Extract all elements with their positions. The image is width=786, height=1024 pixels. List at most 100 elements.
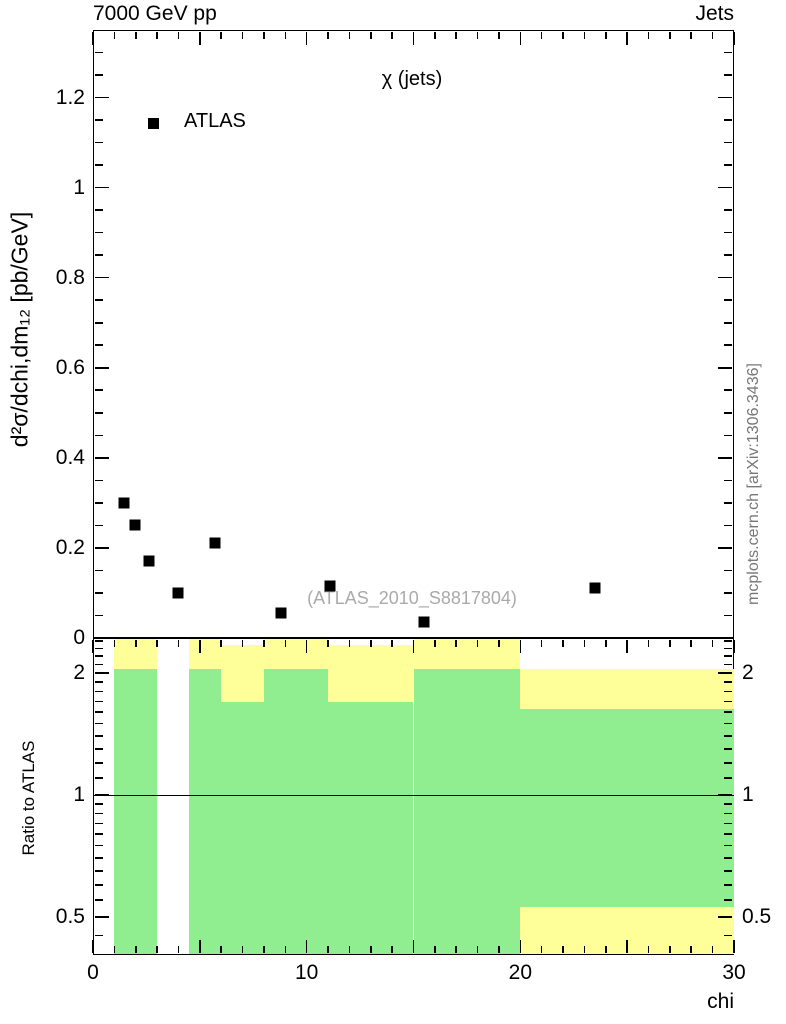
y-minor-tick (724, 209, 733, 211)
main-plot-area (93, 30, 734, 638)
x-minor-tick (540, 31, 543, 39)
beam-energy-label: 7000 GeV pp (93, 2, 217, 25)
x-minor-tick (156, 31, 158, 39)
plot-title: χ (jets) (381, 68, 443, 90)
ratio-y-tick-label-right: 1 (742, 783, 754, 806)
x-minor-tick (134, 31, 137, 39)
ratio-x-minor-tick (455, 639, 458, 647)
main-y-tick-label: 0.4 (55, 445, 85, 469)
y-minor-tick (724, 614, 733, 617)
legend-marker-atlas (148, 118, 159, 129)
main-y-tick-label: 0 (73, 626, 85, 649)
ratio-x-minor-tick (113, 639, 116, 647)
ratio-x-minor-tick (177, 946, 180, 954)
ratio-y-tick-label: 0.5 (55, 905, 85, 928)
y-major-tick (94, 96, 109, 99)
x-major-tick (626, 31, 628, 45)
y-major-tick (94, 457, 109, 459)
ratio-x-minor-tick (220, 946, 222, 954)
y-minor-tick (94, 569, 103, 572)
data-point (118, 497, 130, 509)
y-major-tick (718, 366, 733, 369)
ratio-x-minor-tick (369, 639, 372, 647)
x-minor-tick (498, 31, 500, 39)
ratio-x-major-tick (412, 639, 415, 653)
y-minor-tick (94, 321, 103, 324)
x-minor-tick (113, 31, 116, 39)
ratio-y-major-tick (718, 916, 733, 918)
y-minor-tick (94, 164, 103, 166)
x-major-tick (733, 31, 735, 45)
ratio-x-minor-tick (455, 946, 458, 954)
x-minor-tick (220, 31, 222, 39)
data-point (209, 537, 221, 549)
ratio-y-minor-tick (724, 870, 733, 872)
y-minor-tick (94, 51, 103, 54)
x-minor-tick (605, 31, 607, 39)
x-tick-label: 20 (508, 961, 533, 984)
y-minor-tick (724, 569, 733, 572)
y-major-tick (718, 96, 733, 99)
y-minor-tick (94, 592, 103, 594)
y-minor-tick (94, 502, 103, 504)
ratio-x-minor-tick (690, 946, 693, 954)
ratio-x-major-tick (733, 940, 735, 954)
ratio-x-minor-tick (263, 639, 265, 647)
ratio-y-minor-tick (724, 700, 733, 703)
ratio-y-minor-tick (94, 690, 103, 693)
y-major-tick (718, 276, 733, 279)
ratio-x-minor-tick (647, 639, 650, 647)
y-minor-tick (724, 74, 733, 76)
ratio-x-minor-tick (669, 639, 671, 647)
y-major-tick (94, 276, 109, 279)
ratio-y-minor-tick (724, 711, 733, 714)
ratio-y-minor-tick (94, 748, 103, 750)
ratio-x-minor-tick (327, 639, 329, 647)
main-y-tick-label: 1.2 (55, 85, 85, 109)
ratio-band-inner (189, 668, 222, 954)
data-point (275, 607, 287, 619)
ratio-y-minor-tick (724, 777, 733, 780)
y-minor-tick (724, 51, 733, 54)
x-minor-tick (263, 31, 265, 39)
ratio-y-major-tick (94, 794, 109, 796)
source-reference-label: mcplots.cern.ch [arXiv:1306.3436] (745, 363, 762, 605)
ratio-y-major-tick (94, 672, 109, 674)
ratio-y-minor-tick (94, 844, 103, 847)
ratio-x-major-tick (519, 940, 522, 954)
ratio-y-minor-tick (724, 734, 733, 737)
ratio-x-major-tick (626, 940, 628, 954)
y-minor-tick (724, 164, 733, 166)
ratio-y-tick-label: 2 (73, 661, 85, 684)
x-tick-label: 30 (722, 961, 746, 984)
y-minor-tick (724, 479, 733, 482)
ratio-x-minor-tick (220, 639, 222, 647)
ratio-x-minor-tick (647, 946, 650, 954)
ratio-x-minor-tick (540, 946, 543, 954)
ratio-y-minor-tick (94, 711, 103, 714)
ratio-y-minor-tick (94, 870, 103, 872)
ratio-x-major-tick (92, 639, 94, 653)
main-y-tick-label: 0.2 (55, 535, 85, 559)
ratio-x-minor-tick (476, 639, 479, 647)
y-minor-tick (94, 344, 103, 347)
ratio-x-minor-tick (391, 639, 393, 647)
ratio-y-minor-tick (724, 690, 733, 693)
y-minor-tick (724, 254, 733, 256)
ratio-y-minor-tick (724, 844, 733, 847)
y-major-tick (94, 547, 109, 549)
ratio-x-minor-tick (540, 639, 543, 647)
ratio-y-minor-tick (94, 722, 103, 725)
ratio-y-minor-tick (94, 640, 103, 642)
ratio-y-minor-tick (94, 762, 103, 764)
ratio-x-minor-tick (498, 639, 500, 647)
ratio-y-minor-tick (724, 647, 733, 650)
y-major-tick (94, 637, 109, 639)
ratio-x-major-tick (733, 639, 735, 653)
x-major-tick (412, 31, 415, 45)
ratio-x-minor-tick (156, 639, 158, 647)
y-minor-tick (724, 299, 733, 302)
ratio-y-major-tick (718, 794, 733, 796)
data-point (324, 580, 336, 592)
ratio-y-minor-tick (94, 681, 103, 683)
